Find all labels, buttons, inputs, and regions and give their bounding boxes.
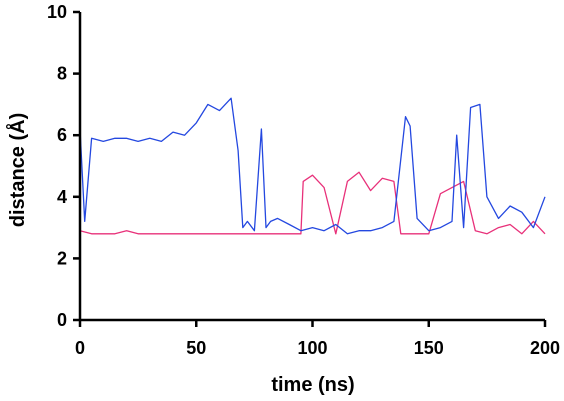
x-tick-label: 0 bbox=[75, 338, 85, 358]
y-tick-label: 10 bbox=[47, 2, 67, 22]
y-tick-label: 4 bbox=[57, 187, 67, 207]
y-tick-label: 8 bbox=[57, 64, 67, 84]
y-tick-label: 2 bbox=[57, 248, 67, 268]
x-axis: 0 50 100 150 200 bbox=[75, 320, 560, 358]
series-line-2 bbox=[79, 97, 546, 235]
x-tick-label: 150 bbox=[414, 338, 444, 358]
x-tick-label: 100 bbox=[297, 338, 327, 358]
x-tick-label: 200 bbox=[530, 338, 560, 358]
y-tick-label: 0 bbox=[57, 310, 67, 330]
x-tick-label: 50 bbox=[186, 338, 206, 358]
series-line-1 bbox=[79, 171, 546, 235]
y-tick-label: 6 bbox=[57, 125, 67, 145]
plot-area bbox=[79, 97, 546, 235]
y-axis-title: distance (Å) bbox=[5, 113, 29, 227]
y-axis: 0 2 4 6 8 10 bbox=[47, 2, 80, 330]
x-axis-title: time (ns) bbox=[271, 374, 354, 396]
